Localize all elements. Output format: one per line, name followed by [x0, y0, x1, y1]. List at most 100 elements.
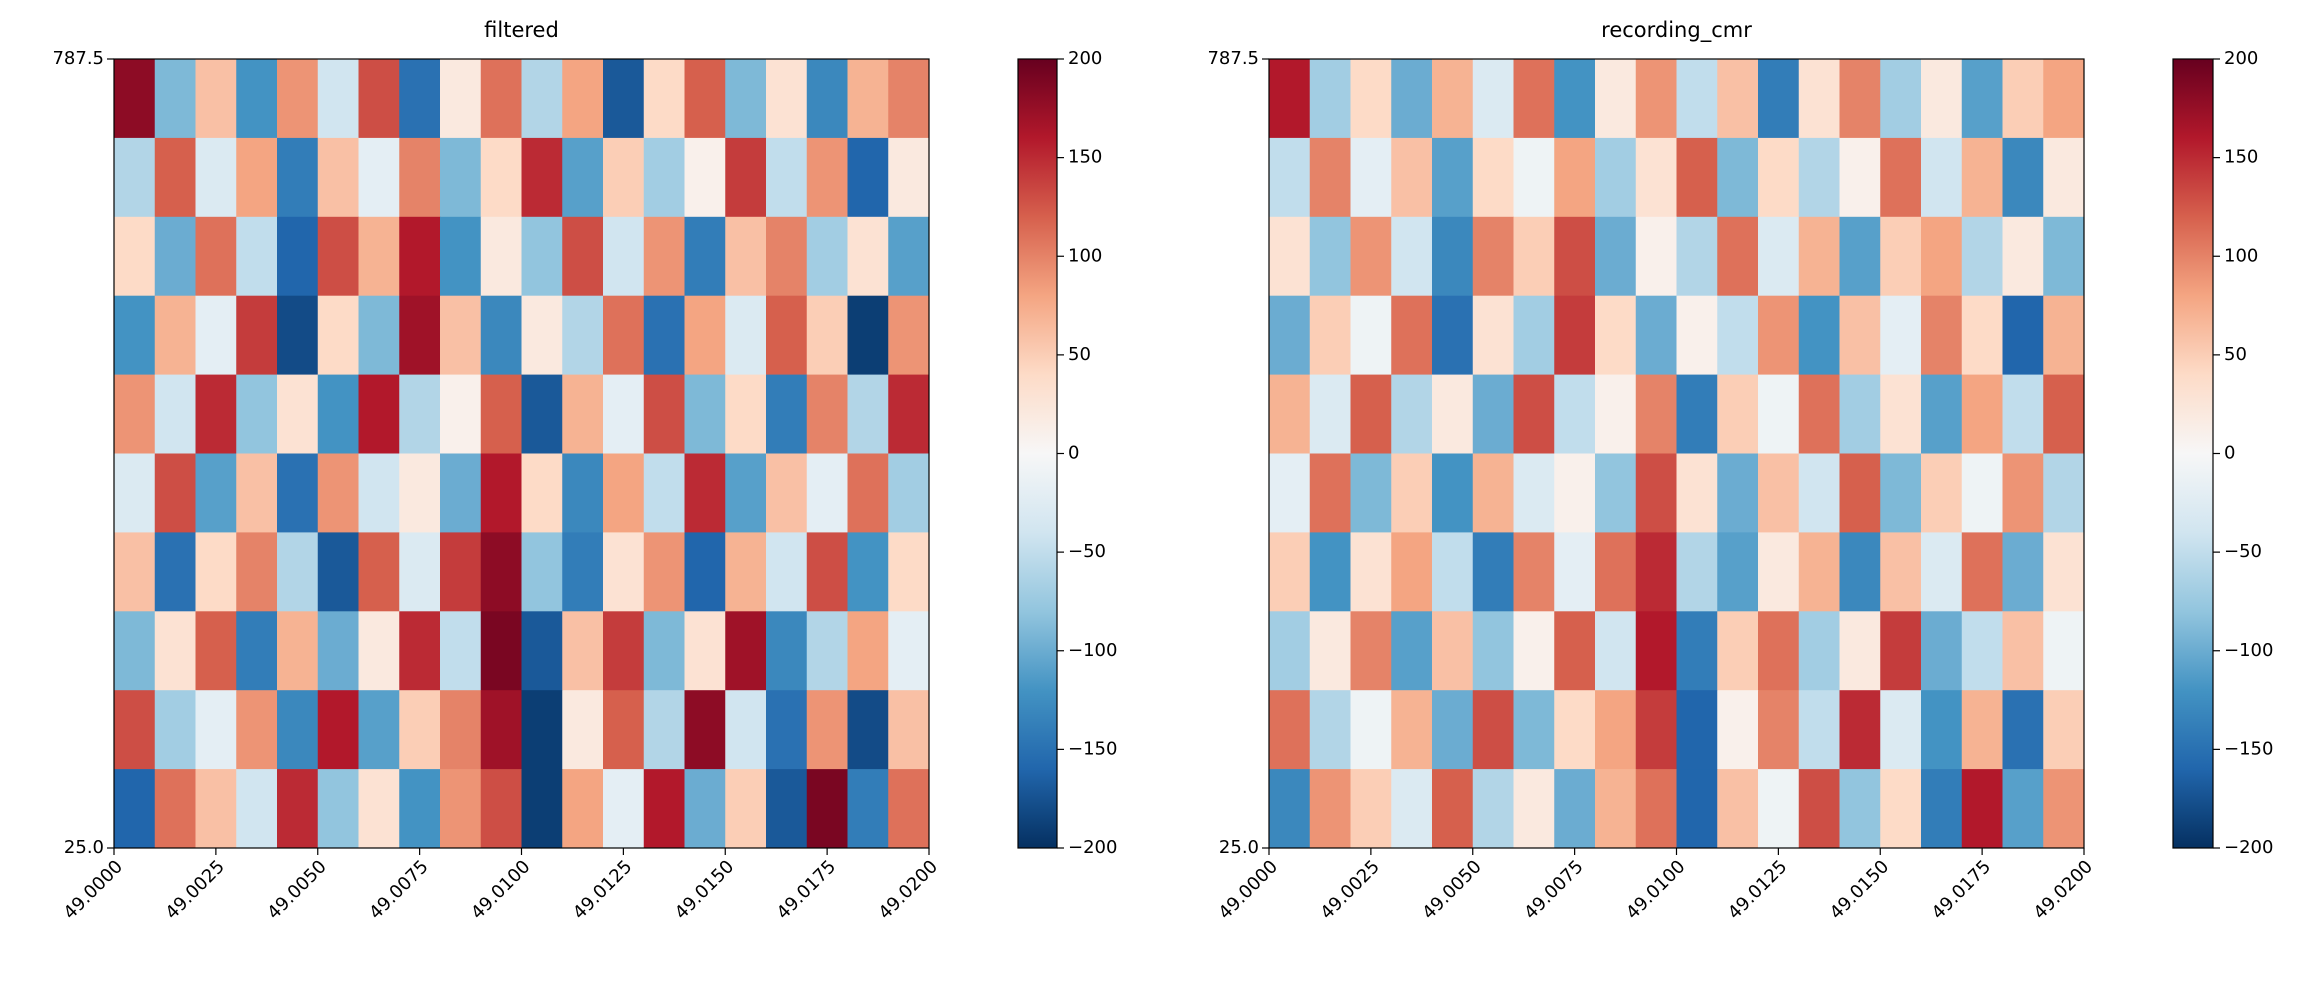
heatmap-cell [725, 295, 767, 376]
heatmap-cell [1595, 216, 1637, 297]
heatmap-cell [806, 611, 848, 691]
x-tick-label: 49.0000 [60, 856, 127, 923]
x-tick-label: 49.0150 [671, 856, 738, 923]
heatmap-cell [1676, 690, 1718, 770]
heatmap-cell [1269, 769, 1311, 849]
heatmap-cell [1432, 532, 1474, 612]
heatmap-cell [684, 532, 726, 612]
heatmap-cell [1635, 295, 1677, 376]
heatmap-cell [1595, 374, 1637, 454]
heatmap-cell [766, 532, 808, 612]
heatmap-cell [1635, 690, 1677, 770]
heatmap-cell [2043, 532, 2085, 612]
heatmap-cell [317, 690, 359, 770]
heatmap-cell [1758, 611, 1800, 691]
heatmap-cell [1880, 453, 1922, 533]
heatmap-cell [277, 690, 319, 770]
heatmap-cell [806, 690, 848, 770]
heatmap-cell [1717, 295, 1759, 376]
heatmap-cell [1676, 137, 1718, 218]
heatmap-cell [1635, 532, 1677, 612]
heatmap-cell [1798, 59, 1840, 139]
heatmap-cell [2043, 137, 2085, 218]
heatmap-cell [1513, 216, 1555, 297]
heatmap-cell [643, 137, 685, 218]
heatmap-cell [2043, 611, 2085, 691]
heatmap-cell [114, 59, 156, 139]
heatmap-cell [480, 137, 522, 218]
heatmap-cell [888, 216, 930, 297]
heatmap-cell [725, 611, 767, 691]
heatmap-cell [1391, 611, 1433, 691]
heatmap-cell [1595, 532, 1637, 612]
heatmap-cell [195, 59, 237, 139]
heatmap-cell [2002, 532, 2044, 612]
heatmap-cell [806, 374, 848, 454]
heatmap-cell [1472, 216, 1514, 297]
heatmap-cell [1554, 690, 1596, 770]
heatmap-cell [2043, 59, 2085, 139]
heatmap-cell [806, 295, 848, 376]
colorbar-tick-label: −50 [2224, 541, 2262, 562]
heatmap-cell [358, 216, 400, 297]
heatmap-cell [1513, 59, 1555, 139]
heatmap-cell [888, 453, 930, 533]
heatmap-cell [2002, 295, 2044, 376]
heatmap-cell [1880, 690, 1922, 770]
heatmap-cell [806, 137, 848, 218]
heatmap-cell [1513, 295, 1555, 376]
heatmap-cell [847, 295, 889, 376]
heatmap-cell [521, 59, 563, 139]
heatmap-cell [1921, 137, 1963, 218]
heatmap-cell [154, 374, 196, 454]
heatmap-cell [1839, 453, 1881, 533]
heatmap-cell [1269, 374, 1311, 454]
heatmap-cell [562, 59, 604, 139]
heatmap-cell [1513, 374, 1555, 454]
heatmap-cell [195, 137, 237, 218]
heatmap-cell [1758, 453, 1800, 533]
heatmap-cell [1432, 690, 1474, 770]
heatmap-cell [1758, 374, 1800, 454]
heatmap-cell [399, 690, 441, 770]
heatmap-cell [2043, 769, 2085, 849]
heatmap-cell [480, 690, 522, 770]
heatmap-cell [1921, 59, 1963, 139]
heatmap-cell [1350, 532, 1392, 612]
heatmap-cell [684, 611, 726, 691]
heatmap-cell [1717, 59, 1759, 139]
heatmap-cell [1798, 216, 1840, 297]
heatmap-cell [1798, 611, 1840, 691]
x-tick-label: 49.0200 [875, 856, 942, 923]
heatmap-cell [1635, 374, 1677, 454]
x-tick-label: 49.0125 [1724, 856, 1791, 923]
heatmap-cell [1554, 374, 1596, 454]
heatmap-cell [440, 137, 482, 218]
heatmap-cell [440, 453, 482, 533]
heatmap-cell [1350, 216, 1392, 297]
heatmap-cell [643, 611, 685, 691]
heatmap-cell [603, 532, 645, 612]
heatmap-cell [1513, 453, 1555, 533]
heatmap-cell [236, 295, 278, 376]
heatmap-cell [806, 532, 848, 612]
heatmap-cell [399, 453, 441, 533]
colorbar-tick-label: 100 [2224, 245, 2258, 266]
heatmap-cell [1350, 611, 1392, 691]
heatmap-cell [1391, 769, 1433, 849]
heatmap-cell [1961, 611, 2003, 691]
heatmap-cell [399, 611, 441, 691]
heatmap-cell [1309, 137, 1351, 218]
heatmap-cell [1595, 59, 1637, 139]
x-tick-label: 49.0125 [569, 856, 636, 923]
heatmap-cell [847, 137, 889, 218]
heatmap-cell [643, 59, 685, 139]
x-tick-label: 49.0175 [773, 856, 840, 923]
heatmap-cell [317, 769, 359, 849]
heatmap-cell [1758, 137, 1800, 218]
heatmap-cell [888, 769, 930, 849]
heatmap-cell [603, 216, 645, 297]
heatmap-cell [1839, 374, 1881, 454]
heatmap-cell [1880, 532, 1922, 612]
x-tick-label: 49.0200 [2030, 856, 2097, 923]
